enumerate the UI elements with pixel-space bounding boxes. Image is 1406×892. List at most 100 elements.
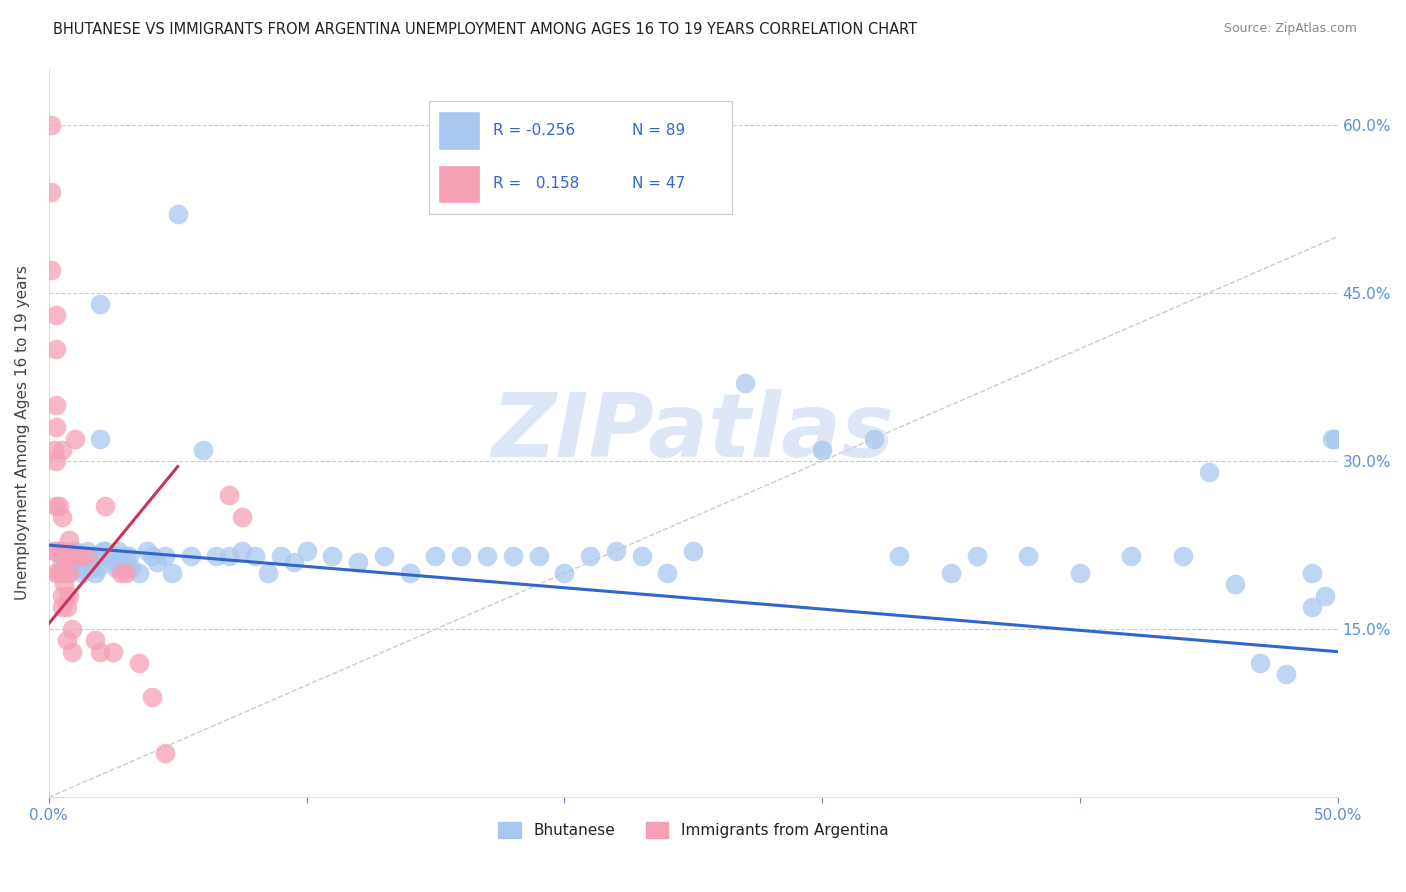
Point	[63, 555, 86, 569]
Point	[72, 566, 94, 581]
Point	[398, 566, 420, 581]
Point	[231, 510, 253, 524]
Point	[966, 549, 988, 564]
Point	[56, 599, 79, 614]
Point	[153, 746, 176, 760]
Point	[63, 543, 86, 558]
Point	[97, 549, 120, 564]
Point	[128, 656, 150, 670]
Point	[58, 533, 80, 547]
Point	[56, 549, 79, 564]
Point	[1017, 549, 1039, 564]
Point	[657, 566, 679, 581]
Point	[51, 589, 73, 603]
Point	[862, 432, 884, 446]
Point	[89, 297, 111, 311]
Point	[141, 549, 163, 564]
Point	[41, 263, 63, 277]
Point	[45, 398, 67, 412]
Point	[630, 549, 652, 564]
Point	[1223, 577, 1246, 591]
Legend: Bhutanese, Immigrants from Argentina: Bhutanese, Immigrants from Argentina	[492, 816, 894, 845]
Point	[56, 566, 79, 581]
Point	[94, 543, 117, 558]
Point	[51, 543, 73, 558]
Point	[135, 543, 157, 558]
Point	[48, 543, 70, 558]
Point	[45, 566, 67, 581]
Point	[58, 566, 80, 581]
Point	[527, 549, 550, 564]
Point	[51, 442, 73, 457]
Point	[51, 566, 73, 581]
Point	[502, 549, 524, 564]
Point	[76, 543, 98, 558]
Point	[82, 549, 104, 564]
Point	[425, 549, 447, 564]
Text: Source: ZipAtlas.com: Source: ZipAtlas.com	[1223, 22, 1357, 36]
Point	[51, 510, 73, 524]
Point	[103, 549, 125, 564]
Point	[682, 543, 704, 558]
Point	[51, 555, 73, 569]
Point	[76, 549, 98, 564]
Point	[73, 549, 96, 564]
Point	[48, 566, 70, 581]
Point	[475, 549, 498, 564]
Point	[41, 118, 63, 132]
Point	[94, 549, 117, 564]
Point	[1313, 589, 1336, 603]
Point	[205, 549, 228, 564]
Point	[56, 549, 79, 564]
Point	[1171, 549, 1194, 564]
Point	[72, 560, 94, 574]
Point	[1198, 465, 1220, 479]
Point	[193, 442, 215, 457]
Point	[180, 549, 202, 564]
Point	[53, 549, 76, 564]
Point	[1069, 566, 1091, 581]
Point	[115, 566, 138, 581]
Point	[45, 308, 67, 322]
Point	[605, 543, 627, 558]
Point	[76, 549, 98, 564]
Point	[321, 549, 343, 564]
Point	[63, 432, 86, 446]
Point	[60, 645, 83, 659]
Point	[91, 543, 114, 558]
Point	[579, 549, 602, 564]
Point	[734, 376, 756, 390]
Text: ZIPatlas: ZIPatlas	[492, 390, 894, 476]
Point	[243, 549, 266, 564]
Point	[218, 549, 240, 564]
Point	[89, 645, 111, 659]
Point	[162, 566, 184, 581]
Point	[53, 577, 76, 591]
Point	[270, 549, 292, 564]
Point	[79, 555, 101, 569]
Point	[89, 432, 111, 446]
Point	[1301, 566, 1323, 581]
Text: BHUTANESE VS IMMIGRANTS FROM ARGENTINA UNEMPLOYMENT AMONG AGES 16 TO 19 YEARS CO: BHUTANESE VS IMMIGRANTS FROM ARGENTINA U…	[53, 22, 918, 37]
Point	[128, 566, 150, 581]
Point	[48, 499, 70, 513]
Point	[60, 622, 83, 636]
Point	[939, 566, 962, 581]
Point	[58, 549, 80, 564]
Point	[69, 560, 91, 574]
Point	[56, 633, 79, 648]
Point	[51, 549, 73, 564]
Point	[1301, 599, 1323, 614]
Point	[45, 420, 67, 434]
Point	[1324, 432, 1347, 446]
Point	[45, 342, 67, 356]
Point	[141, 690, 163, 704]
Point	[60, 549, 83, 564]
Point	[218, 488, 240, 502]
Point	[283, 555, 305, 569]
Point	[51, 599, 73, 614]
Point	[42, 442, 65, 457]
Point	[231, 543, 253, 558]
Point	[107, 543, 129, 558]
Point	[103, 555, 125, 569]
